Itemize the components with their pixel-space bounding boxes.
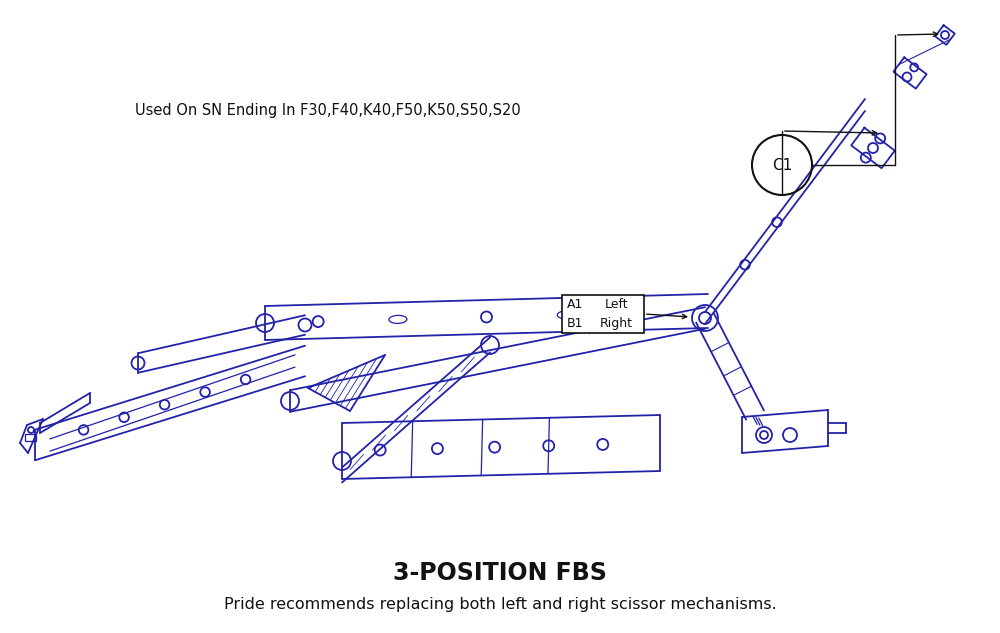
- Text: Pride recommends replacing both left and right scissor mechanisms.: Pride recommends replacing both left and…: [224, 598, 776, 613]
- Text: A1: A1: [567, 298, 584, 311]
- Text: Right: Right: [600, 316, 633, 330]
- Text: 3-POSITION FBS: 3-POSITION FBS: [393, 561, 607, 585]
- Text: Used On SN Ending In F30,F40,K40,F50,K50,S50,S20: Used On SN Ending In F30,F40,K40,F50,K50…: [135, 104, 521, 118]
- Text: Left: Left: [605, 298, 628, 311]
- Text: C1: C1: [772, 158, 792, 173]
- Bar: [25, 434, 36, 441]
- Text: B1: B1: [567, 316, 584, 330]
- Bar: [562, 295, 644, 333]
